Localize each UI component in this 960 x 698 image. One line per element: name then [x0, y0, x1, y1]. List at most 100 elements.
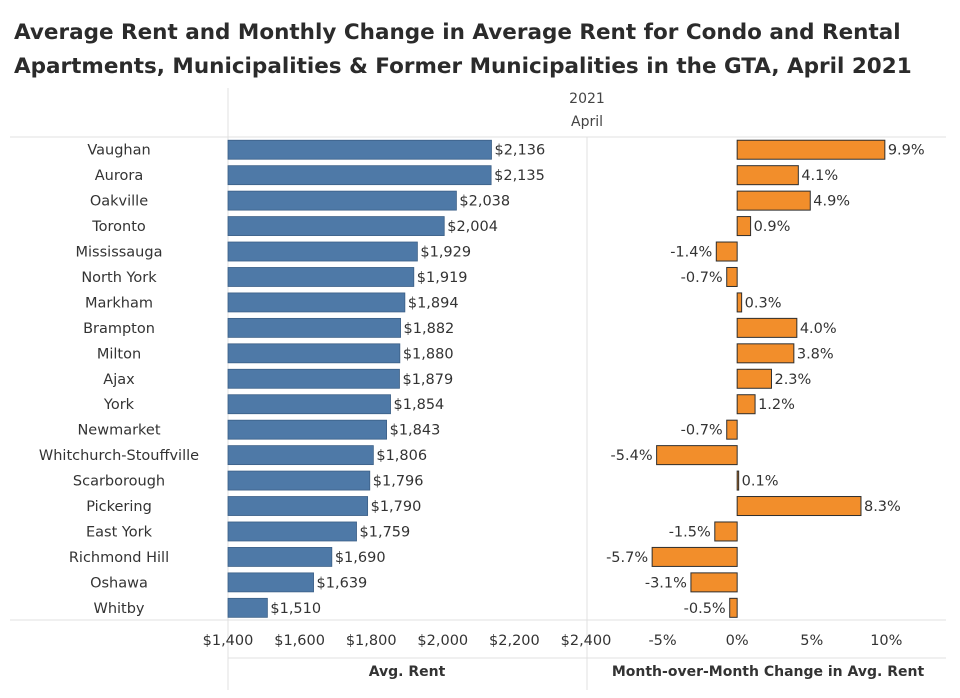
- rent-tick-label: $2,000: [417, 633, 468, 649]
- change-value-label: -1.4%: [670, 245, 712, 261]
- category-label: Vaughan: [87, 143, 150, 159]
- rent-bar: [227, 547, 333, 567]
- rent-bar: [227, 190, 457, 211]
- rent-tick-label: $2,400: [561, 633, 612, 649]
- rent-tick-label: $1,800: [346, 633, 397, 649]
- rent-bar: [227, 445, 374, 466]
- change-tick-label: 10%: [870, 633, 902, 649]
- change-value-label: 9.9%: [888, 143, 925, 159]
- category-label: Newmarket: [77, 423, 160, 439]
- rent-bar: [227, 470, 371, 491]
- change-bar: [736, 368, 772, 389]
- category-labels: Vaughan Aurora Oakville Toronto Mississauga N…: [39, 143, 199, 617]
- change-tick-label: 5%: [800, 633, 823, 649]
- change-bar: [736, 470, 740, 491]
- chart-title-line-2: Apartments, Municipalities & Former Muni…: [14, 54, 912, 79]
- category-label: East York: [86, 524, 153, 540]
- change-bar: [736, 190, 811, 211]
- change-value-label: -5.7%: [606, 550, 648, 566]
- rent-bar: [227, 317, 401, 338]
- change-bar: [736, 394, 756, 415]
- change-value-label: -5.4%: [611, 448, 653, 464]
- change-bar: [729, 597, 738, 618]
- rent-bar: [227, 165, 492, 186]
- rent-bar: [227, 521, 357, 542]
- category-label: Whitchurch-Stouffville: [39, 448, 199, 464]
- chart-title-line-1: Average Rent and Monthly Change in Avera…: [14, 20, 901, 45]
- change-tick-label: 0%: [726, 633, 749, 649]
- change-bar: [690, 572, 738, 593]
- category-label: Brampton: [83, 321, 155, 337]
- rent-bar: [227, 572, 314, 593]
- change-value-label: 1.2%: [758, 397, 795, 413]
- rent-value-label: $1,919: [417, 270, 468, 286]
- change-value-label: 3.8%: [797, 346, 834, 362]
- rent-value-label: $1,690: [335, 550, 386, 566]
- change-bar: [736, 317, 798, 338]
- change-value-label: -0.7%: [681, 423, 723, 439]
- rent-value-label: $1,929: [420, 245, 471, 261]
- change-bar: [736, 165, 799, 186]
- category-label: Pickering: [86, 499, 152, 515]
- change-value-label: 8.3%: [864, 499, 901, 515]
- category-label: Milton: [97, 346, 141, 362]
- change-value-label: 2.3%: [774, 372, 811, 388]
- rent-value-label: $1,806: [376, 448, 427, 464]
- change-bar: [651, 546, 738, 567]
- change-value-label: 4.0%: [800, 321, 837, 337]
- change-bar: [726, 266, 738, 287]
- change-value-label: 0.1%: [742, 474, 779, 490]
- rent-tick-label: $1,600: [274, 633, 325, 649]
- change-bars: 9.9% 4.1% 4.9% 0.9% -1.4% -0.7% 0.3% 4.0% 3.8% 2.…: [606, 139, 925, 618]
- rent-bar: [227, 267, 415, 287]
- rent-value-label: $1,843: [390, 423, 441, 439]
- rent-bar: [227, 343, 401, 364]
- rent-bar: [227, 496, 369, 516]
- change-bar: [736, 292, 743, 313]
- rent-bar: [227, 216, 445, 236]
- axes: $1,400 $1,600 $1,800 $2,000 $2,200 $2,400 -5% 0…: [203, 633, 903, 649]
- category-label: Richmond Hill: [69, 550, 169, 566]
- category-label: Oshawa: [90, 575, 148, 591]
- category-label: Markham: [85, 295, 153, 311]
- category-label: Toronto: [91, 219, 146, 235]
- rent-value-label: $2,136: [494, 143, 545, 159]
- change-bar: [726, 419, 738, 440]
- change-axis-title: Month-over-Month Change in Avg. Rent: [612, 664, 925, 680]
- chart-title: Average Rent and Monthly Change in Avera…: [14, 16, 944, 84]
- rent-bar: [227, 419, 387, 440]
- rent-bar: [227, 597, 268, 618]
- rent-bar: [227, 394, 391, 415]
- rent-bar: [227, 241, 418, 262]
- rent-value-label: $1,759: [360, 524, 411, 540]
- change-value-label: 0.9%: [754, 219, 791, 235]
- rent-value-label: $1,882: [404, 321, 455, 337]
- change-tick-label: -5%: [648, 633, 676, 649]
- category-label: Mississauga: [76, 245, 163, 261]
- chart-frame: [10, 88, 946, 690]
- rent-value-label: $2,135: [494, 168, 545, 184]
- category-label: Aurora: [95, 168, 143, 184]
- rent-tick-label: $2,200: [489, 633, 540, 649]
- rent-value-label: $1,880: [403, 346, 454, 362]
- category-label: Ajax: [103, 372, 135, 388]
- rent-value-label: $1,639: [317, 575, 368, 591]
- rent-value-label: $1,854: [394, 397, 445, 413]
- category-label: North York: [81, 270, 157, 286]
- change-value-label: -0.7%: [681, 270, 723, 286]
- change-value-label: 0.3%: [745, 295, 782, 311]
- change-bar: [736, 216, 752, 237]
- rent-value-label: $1,894: [408, 295, 459, 311]
- change-value-label: 4.1%: [801, 168, 838, 184]
- category-label: Whitby: [93, 601, 144, 617]
- change-bar: [714, 521, 738, 542]
- category-label: Scarborough: [73, 474, 165, 490]
- rent-bar: [227, 139, 492, 160]
- change-value-label: -1.5%: [669, 524, 711, 540]
- rent-value-label: $1,796: [373, 474, 424, 490]
- change-bar: [656, 445, 738, 466]
- rent-value-label: $1,790: [371, 499, 422, 515]
- change-bar: [736, 343, 795, 364]
- category-label: Oakville: [90, 194, 148, 210]
